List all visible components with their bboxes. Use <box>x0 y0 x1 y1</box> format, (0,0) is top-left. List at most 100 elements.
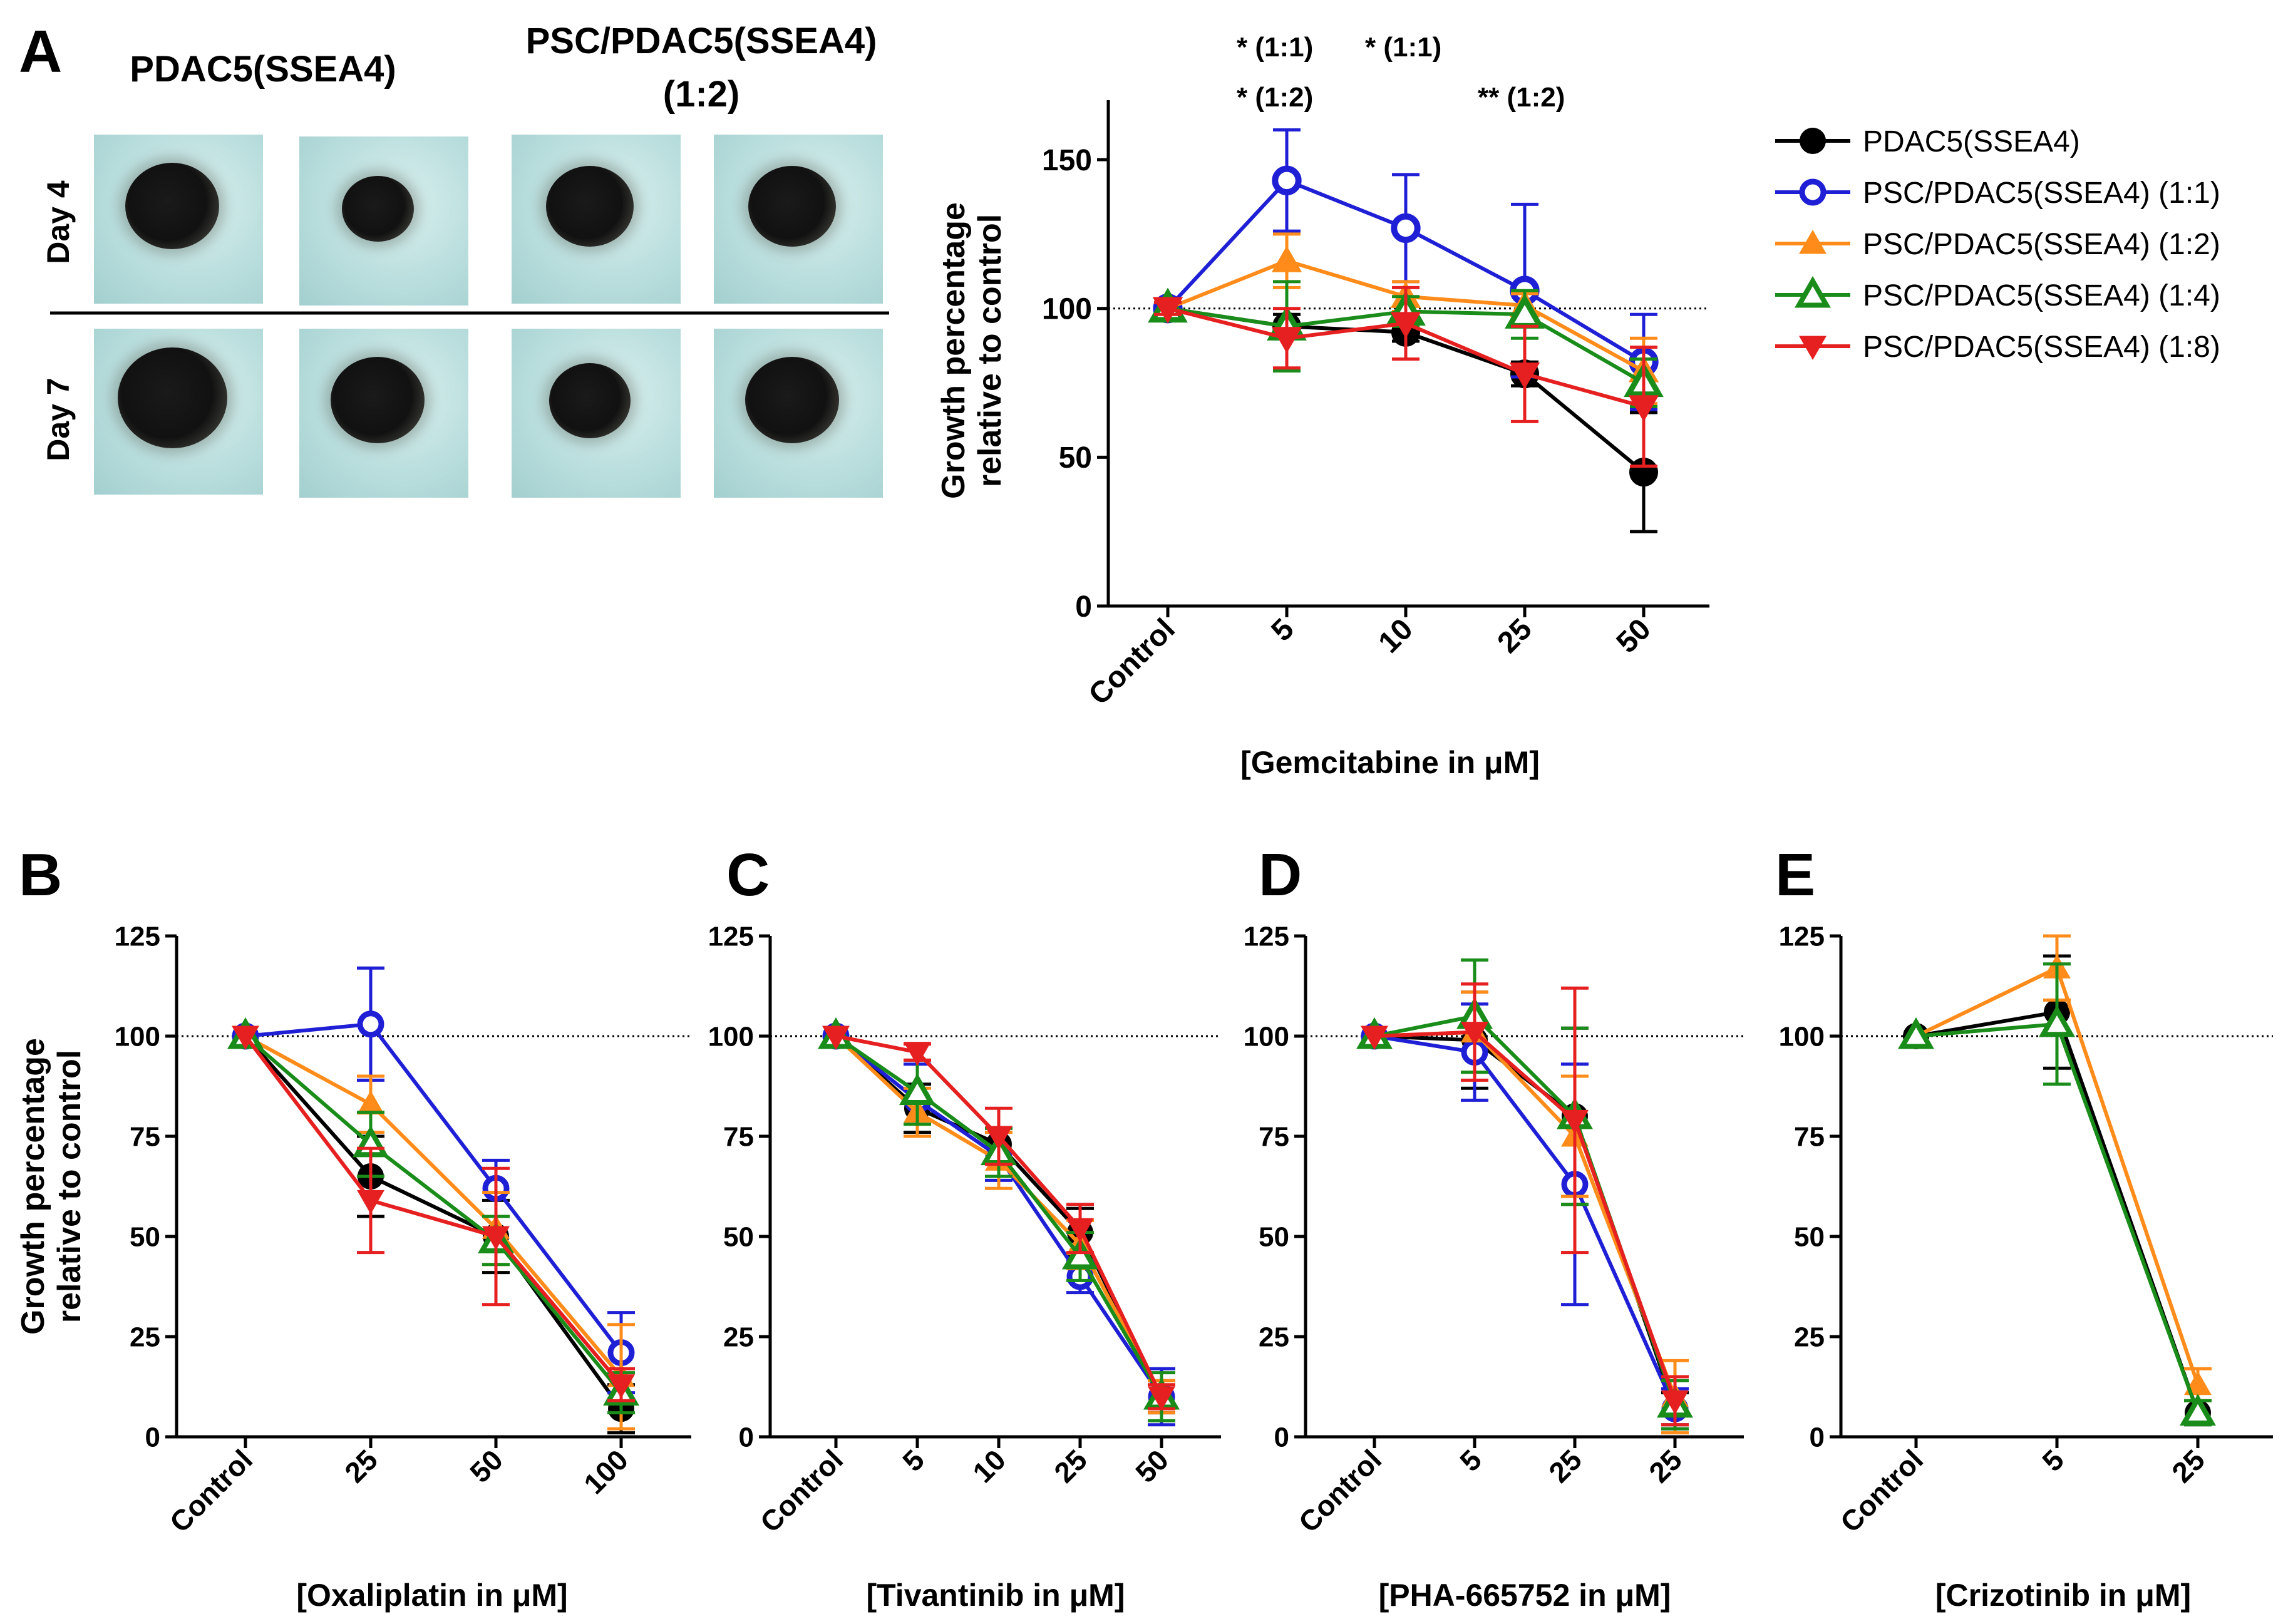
y-tick-label: 50 <box>723 1221 754 1252</box>
legend: PDAC5(SSEA4) PSC/PDAC5(SSEA4) (1:1) PSC/PD… <box>1775 125 2220 364</box>
x-axis-label: [PHA-665752 in μM] <box>1379 1578 1671 1613</box>
spheroid-photo <box>512 329 681 498</box>
series-line <box>835 1034 1163 1398</box>
y-tick-label: 50 <box>1259 1221 1289 1252</box>
y-tick-label: 25 <box>130 1322 160 1352</box>
y-tick-label: 100 <box>1779 1021 1825 1052</box>
panel-letter-e: E <box>1775 841 1815 908</box>
y-tick-label: 0 <box>145 1422 160 1452</box>
x-tick-label: 10 <box>966 1443 1012 1489</box>
y-tick-label: 100 <box>708 1021 754 1052</box>
marker-open-triangle <box>1795 275 1831 308</box>
series-psc-pdac5-ssea4-1-4- <box>1356 958 1693 1431</box>
y-tick-label: 50 <box>1794 1221 1825 1252</box>
series-psc-pdac5-ssea4-1-4- <box>818 1017 1180 1422</box>
series-psc-pdac5-ssea4-1-8- <box>232 1025 635 1402</box>
series-line <box>1374 1034 1677 1410</box>
marker-open-circle <box>1272 165 1302 195</box>
y-tick-label: 100 <box>1244 1021 1289 1052</box>
chart-crizotinib: 0 25 50 75 100 125 Control 5 25 [Crizotinib in μM… <box>1779 921 2273 1613</box>
y-tick-label: 25 <box>1794 1322 1825 1352</box>
y-tick-label: 100 <box>115 1021 160 1052</box>
photo-header-psc-pdac5: PSC/PDAC5(SSEA4) <box>526 21 877 61</box>
marker-filled-triangle-down <box>1461 1022 1488 1046</box>
spheroid-photo <box>714 135 883 304</box>
chart-gemcitabine: 0 50 100 150 Control 5 10 25 50 [Gemcitabine in μ… <box>935 100 1709 780</box>
marker-open-triangle <box>899 1073 935 1106</box>
x-tick-label: Control <box>754 1443 849 1538</box>
series-psc-pdac5-ssea4-1-1- <box>1153 128 1659 411</box>
marker-filled-triangle-down <box>357 1190 384 1215</box>
marker-open-circle <box>1799 178 1827 206</box>
panel-letter-b: B <box>19 841 62 908</box>
legend-entry: PSC/PDAC5(SSEA4) (1:1) <box>1775 177 2220 210</box>
legend-entry: PSC/PDAC5(SSEA4) (1:2) <box>1775 228 2220 261</box>
y-tick-label: 0 <box>1075 590 1092 624</box>
chart-oxaliplatin: 0 25 50 75 100 125 Control 25 50 100 [Oxaliplatin … <box>15 921 691 1613</box>
y-tick-label: 0 <box>1810 1422 1825 1452</box>
series-pdac5-ssea4- <box>232 1023 635 1435</box>
y-tick-label: 75 <box>1794 1121 1825 1152</box>
spheroid-blob <box>549 363 631 438</box>
marker-filled-triangle <box>357 1090 384 1115</box>
marker-filled-triangle-down <box>232 1025 259 1050</box>
legend-entry: PSC/PDAC5(SSEA4) (1:8) <box>1775 331 2220 364</box>
series-pdac5-ssea4- <box>823 1023 1175 1415</box>
y-tick-label: 125 <box>1779 921 1825 952</box>
marker-filled-triangle-down <box>1799 336 1827 360</box>
marker-filled-triangle <box>1271 245 1302 272</box>
x-tick-label: 100 <box>577 1443 634 1500</box>
series-line <box>834 1034 1163 1398</box>
legend-label: PSC/PDAC5(SSEA4) (1:4) <box>1863 279 2220 312</box>
x-axis-label: [Oxaliplatin in μM] <box>296 1578 567 1613</box>
series-line <box>244 1034 623 1378</box>
marker-open-circle <box>357 1010 384 1038</box>
marker-filled-circle <box>1800 128 1826 154</box>
legend-entry: PDAC5(SSEA4) <box>1775 125 2080 158</box>
marker-filled-triangle-down <box>1152 297 1183 324</box>
x-tick-label: 25 <box>1642 1443 1688 1489</box>
series-line <box>1374 1034 1677 1410</box>
series-line <box>245 1022 623 1354</box>
spheroid-photo <box>299 136 468 306</box>
x-tick-label: 25 <box>1492 612 1538 659</box>
spheroid-blob <box>748 166 836 247</box>
x-tick-label: Control <box>1083 612 1182 711</box>
series-line <box>835 1034 1163 1398</box>
marker-filled-triangle-down <box>1148 1386 1175 1411</box>
marker-filled-triangle-down <box>904 1042 931 1066</box>
x-axis-label: [Gemcitabine in μM] <box>1240 745 1540 780</box>
y-tick-label: 125 <box>115 921 160 952</box>
marker-open-triangle <box>2180 1394 2216 1426</box>
y-tick-label: 75 <box>130 1121 160 1152</box>
series-psc-pdac5-ssea4-1-8- <box>1152 285 1659 468</box>
y-tick-label: 125 <box>708 921 754 952</box>
series-line <box>835 1034 1163 1398</box>
x-tick-label: 5 <box>1265 612 1300 647</box>
spheroid-photo <box>714 329 883 498</box>
series-line <box>1374 1030 1677 1398</box>
spheroid-photo <box>299 329 468 498</box>
sig-5-bottom: * (1:2) <box>1237 82 1313 113</box>
x-tick-label: Control <box>1834 1443 1929 1538</box>
series-psc-pdac5-ssea4-1-2- <box>232 1022 635 1431</box>
y-tick-label: 75 <box>1259 1121 1289 1152</box>
photo-header-ratio: (1:2) <box>663 74 739 115</box>
marker-filled-triangle <box>1799 230 1827 254</box>
panel-letter-a: A <box>19 18 62 85</box>
y-axis-label: relative to control <box>972 214 1008 487</box>
x-tick-label: 25 <box>338 1443 384 1489</box>
chart-pha-665752: 0 25 50 75 100 125 Control 5 25 25 [PHA-665752 in … <box>1244 921 1744 1613</box>
legend-label: PSC/PDAC5(SSEA4) (1:8) <box>1863 331 2220 364</box>
marker-open-circle <box>1391 213 1421 244</box>
series-psc-pdac5-ssea4-1-2- <box>1361 990 1689 1435</box>
series-pdac5-ssea4- <box>1361 990 1689 1427</box>
marker-filled-triangle-down <box>1390 312 1421 339</box>
panel-letter-d: D <box>1259 841 1302 908</box>
marker-filled-triangle-down <box>822 1025 850 1050</box>
x-tick-label: 5 <box>2036 1443 2070 1478</box>
y-tick-label: 100 <box>1042 293 1092 326</box>
marker-filled-triangle-down <box>1271 327 1302 354</box>
x-tick-label: 5 <box>1453 1443 1488 1478</box>
